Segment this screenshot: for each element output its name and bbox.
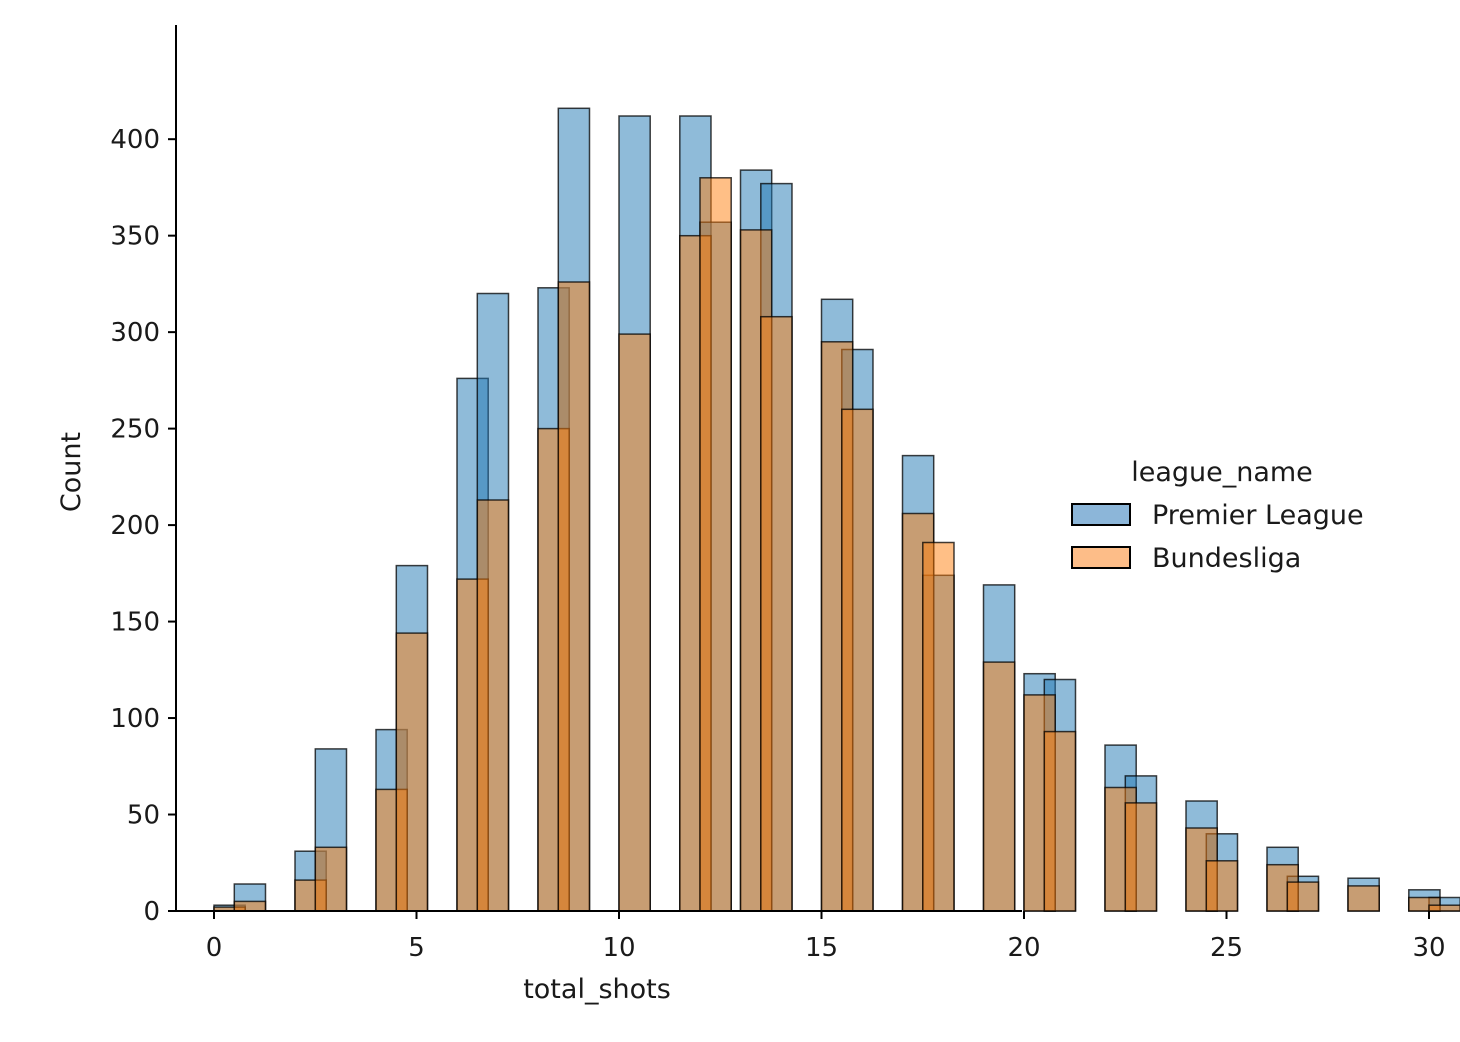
x-tick-label: 5	[408, 933, 425, 963]
y-tick-label: 0	[143, 897, 160, 927]
bundesliga-bar	[476, 499, 510, 912]
bundesliga-bar	[233, 900, 267, 912]
bundesliga-bar	[1428, 904, 1460, 912]
y-tick-label: 200	[110, 511, 160, 541]
bundesliga-bar	[1286, 881, 1320, 912]
x-tick-label: 0	[206, 933, 223, 963]
legend-label-bundesliga: Bundesliga	[1152, 543, 1301, 574]
bundesliga-bar	[557, 281, 591, 912]
bundesliga-bar	[395, 632, 429, 912]
y-axis-label: Count	[56, 432, 87, 512]
legend: league_name Premier League Bundesliga	[1071, 457, 1364, 574]
bundesliga-bar	[922, 541, 955, 912]
y-tick-label: 50	[127, 801, 160, 831]
legend-label-premier-league: Premier League	[1152, 500, 1364, 531]
x-tick-label: 30	[1412, 933, 1445, 963]
x-tick-label: 10	[602, 933, 635, 963]
bundesliga-bar	[841, 408, 874, 912]
y-tick-label: 350	[110, 222, 160, 252]
bundesliga-bar	[982, 661, 1016, 912]
bundesliga-bar	[1124, 802, 1158, 912]
y-tick-label: 100	[110, 704, 160, 734]
bundesliga-bar	[699, 177, 732, 912]
x-axis-label: total_shots	[523, 974, 671, 1005]
bundesliga-bar	[618, 333, 651, 912]
bundesliga-bar	[1205, 860, 1239, 912]
bundesliga-bar	[760, 315, 793, 912]
y-tick-label: 300	[110, 318, 160, 348]
bundesliga-bars	[213, 177, 1460, 912]
y-axis-ticks: 0 50 100 150 200 250 300 350 400	[110, 125, 176, 927]
legend-swatch-bundesliga	[1071, 546, 1131, 569]
bundesliga-bar	[314, 846, 348, 912]
legend-title: league_name	[1131, 457, 1313, 488]
legend-swatch-premier-league	[1071, 503, 1131, 526]
plot-area	[213, 107, 1460, 912]
x-tick-label: 15	[805, 933, 838, 963]
y-tick-label: 400	[110, 125, 160, 155]
y-tick-label: 150	[110, 608, 160, 638]
bundesliga-bar	[1043, 730, 1077, 912]
x-tick-label: 25	[1210, 933, 1243, 963]
y-tick-label: 250	[110, 415, 160, 445]
bundesliga-bar	[1347, 885, 1380, 912]
x-tick-label: 20	[1007, 933, 1040, 963]
x-axis-ticks: 05101520253035	[206, 911, 1446, 963]
